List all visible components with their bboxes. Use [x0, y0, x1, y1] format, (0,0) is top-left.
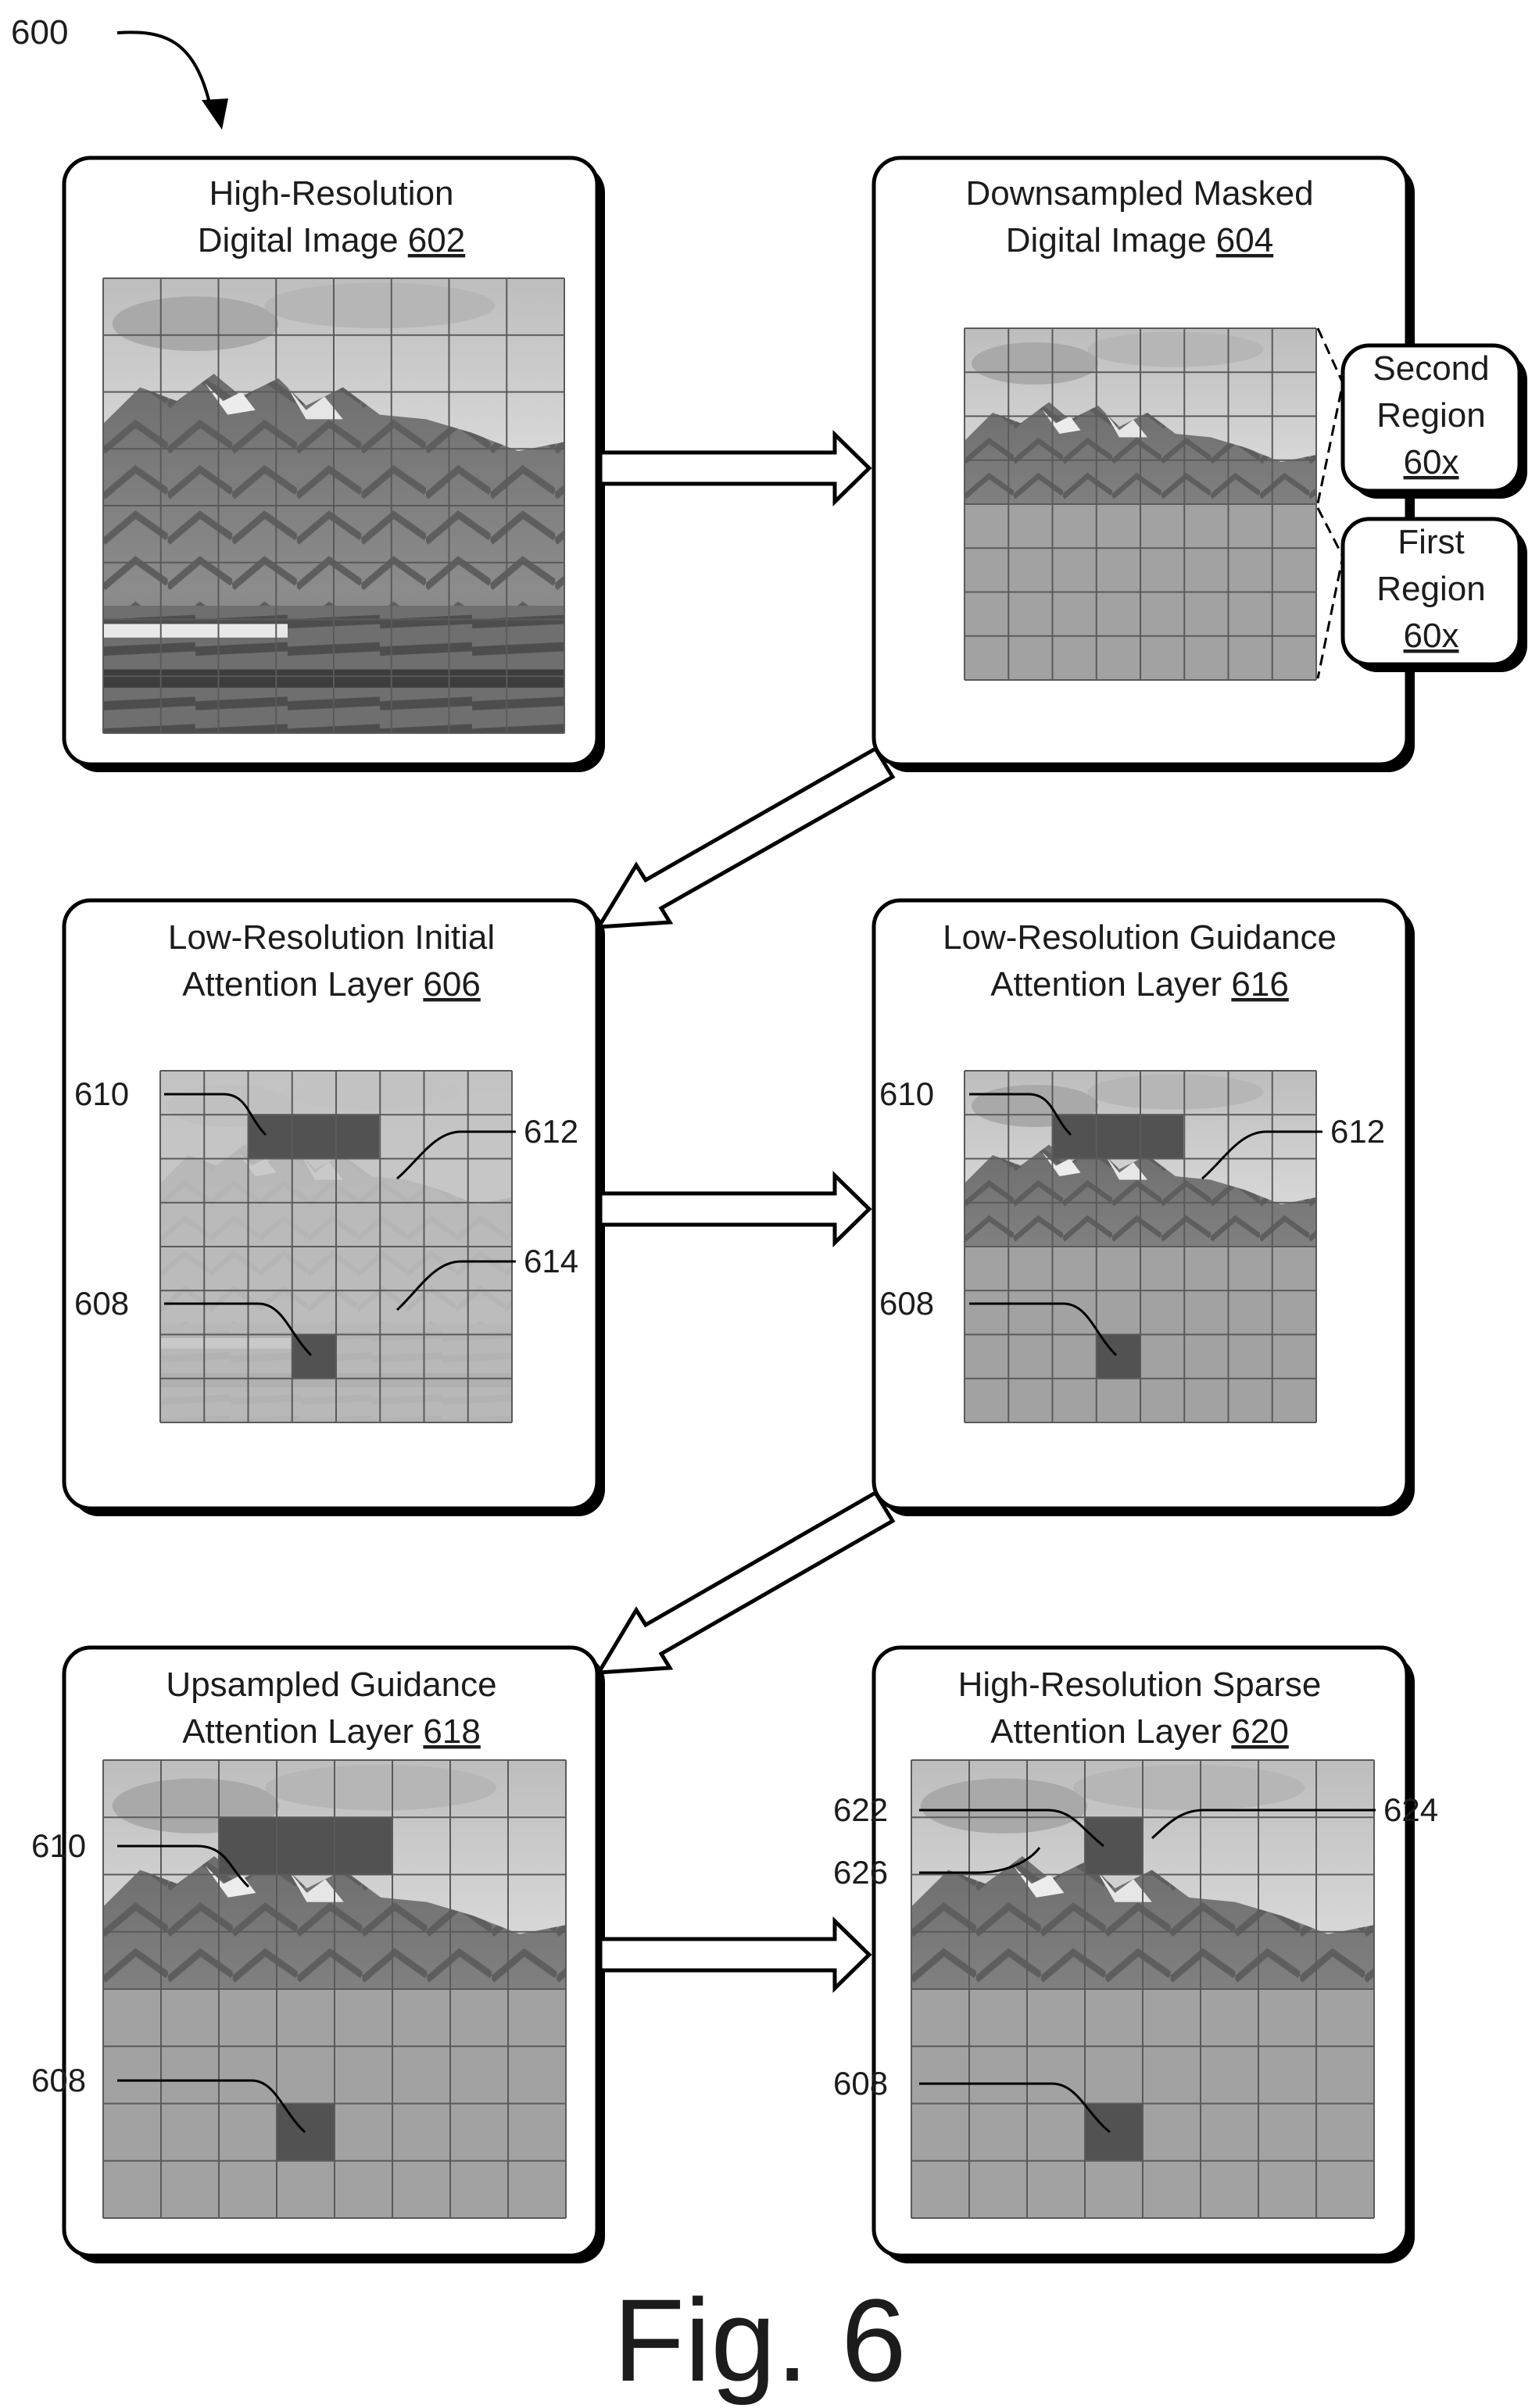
- image-grid: [911, 1759, 1375, 2219]
- panel-618-title-line2: Attention Layer 618: [182, 1712, 481, 1751]
- leader-624: [1151, 1809, 1376, 1840]
- panel-618-ref: 618: [423, 1712, 480, 1751]
- panel-620-title-line2: Attention Layer 620: [990, 1712, 1289, 1751]
- callout-612: 612: [1330, 1113, 1385, 1150]
- callout-612: 612: [524, 1113, 578, 1150]
- image-grid: [102, 1759, 567, 2219]
- region-braces: [1316, 327, 1344, 679]
- arrow-606-to-616: [598, 1171, 872, 1247]
- high-resolution-image-602: [102, 277, 565, 734]
- callout-614: 614: [524, 1243, 578, 1279]
- panel-620-title-line1: High-Resolution Sparse: [958, 1666, 1322, 1704]
- callout-608: 608: [74, 1285, 129, 1322]
- panel-616-title-line1: Low-Resolution Guidance: [943, 918, 1337, 957]
- first-region-line2: Region: [1376, 570, 1485, 608]
- panel-606-title-line2: Attention Layer 606: [182, 965, 481, 1004]
- first-region-line1: First: [1398, 523, 1465, 561]
- second-region-line2: Region: [1376, 396, 1485, 435]
- figure-reference-600: 600: [11, 13, 68, 52]
- leader-612: [1201, 1130, 1322, 1180]
- panel-602-title-line2: Digital Image 602: [198, 221, 465, 259]
- callout-608: 608: [833, 2065, 888, 2102]
- callout-610: 610: [879, 1075, 934, 1112]
- second-region-ref: 60x: [1404, 443, 1459, 481]
- leader-610: [117, 1844, 250, 1888]
- callout-622: 622: [833, 1791, 888, 1828]
- image-grid: [159, 1070, 513, 1423]
- panel-604-title-line2: Digital Image 604: [1006, 221, 1273, 259]
- figure-reference-arrowhead: [202, 98, 228, 130]
- region-608-highlight: [277, 2103, 335, 2161]
- leader-610: [164, 1093, 267, 1136]
- panel-616-ref: 616: [1231, 965, 1288, 1004]
- panel-616-title-line2: Attention Layer 616: [990, 965, 1289, 1004]
- panel-606-ref: 606: [423, 965, 480, 1004]
- attention-layer-618-image: [102, 1759, 567, 2219]
- attention-layer-616-image: [964, 1070, 1317, 1423]
- leader-626: [919, 1847, 1041, 1874]
- attention-layer-606-image: [159, 1070, 513, 1423]
- second-region-bubble: Second Region 60x: [1340, 343, 1527, 499]
- leader-608: [164, 1302, 313, 1357]
- arrow-618-to-620: [598, 1916, 872, 1993]
- callout-608: 608: [879, 1285, 934, 1322]
- second-region-line1: Second: [1373, 349, 1489, 388]
- panel-606-title-line1: Low-Resolution Initial: [168, 918, 495, 957]
- arrow-602-to-604: [598, 430, 872, 506]
- region-610-highlight: [219, 1817, 392, 1875]
- image-grid: [964, 1070, 1317, 1423]
- callout-610: 610: [31, 1827, 86, 1864]
- region-608-highlight: [1096, 1335, 1140, 1379]
- arrow-604-to-606: [595, 746, 896, 929]
- figure-label: Fig. 6: [613, 2274, 906, 2406]
- panel-620-ref: 620: [1231, 1712, 1288, 1751]
- callout-610: 610: [74, 1075, 129, 1112]
- callout-626: 626: [833, 1854, 888, 1891]
- first-region-ref: 60x: [1404, 617, 1459, 655]
- leader-608: [117, 2079, 306, 2134]
- leader-608: [969, 1302, 1118, 1357]
- leader-610: [969, 1093, 1072, 1136]
- region-608-highlight: [292, 1335, 335, 1379]
- callout-624: 624: [1383, 1791, 1438, 1828]
- leader-622: [919, 1809, 1104, 1848]
- panel-604-ref: 604: [1216, 221, 1273, 259]
- downsampled-masked-image-604: [964, 327, 1317, 681]
- panel-618-title-line1: Upsampled Guidance: [166, 1666, 496, 1704]
- region-610-highlight: [248, 1115, 379, 1158]
- image-grid: [102, 277, 565, 734]
- region-622-highlight: [1085, 1817, 1143, 1875]
- leader-608: [919, 2082, 1111, 2134]
- figure-reference-leader: [116, 30, 213, 110]
- image-grid: [964, 327, 1317, 681]
- leader-614: [395, 1260, 516, 1311]
- leader-612: [396, 1130, 516, 1180]
- first-region-bubble: First Region 60x: [1340, 517, 1527, 672]
- attention-layer-620-image: [911, 1759, 1375, 2219]
- region-610-highlight: [1052, 1115, 1183, 1158]
- region-608-highlight: [1085, 2103, 1143, 2161]
- panel-602-title-line1: High-Resolution: [209, 174, 453, 213]
- arrow-616-to-618: [595, 1490, 896, 1675]
- panel-604-title-line1: Downsampled Masked: [965, 174, 1313, 213]
- callout-608: 608: [31, 2062, 86, 2099]
- panel-602-ref: 602: [408, 221, 465, 259]
